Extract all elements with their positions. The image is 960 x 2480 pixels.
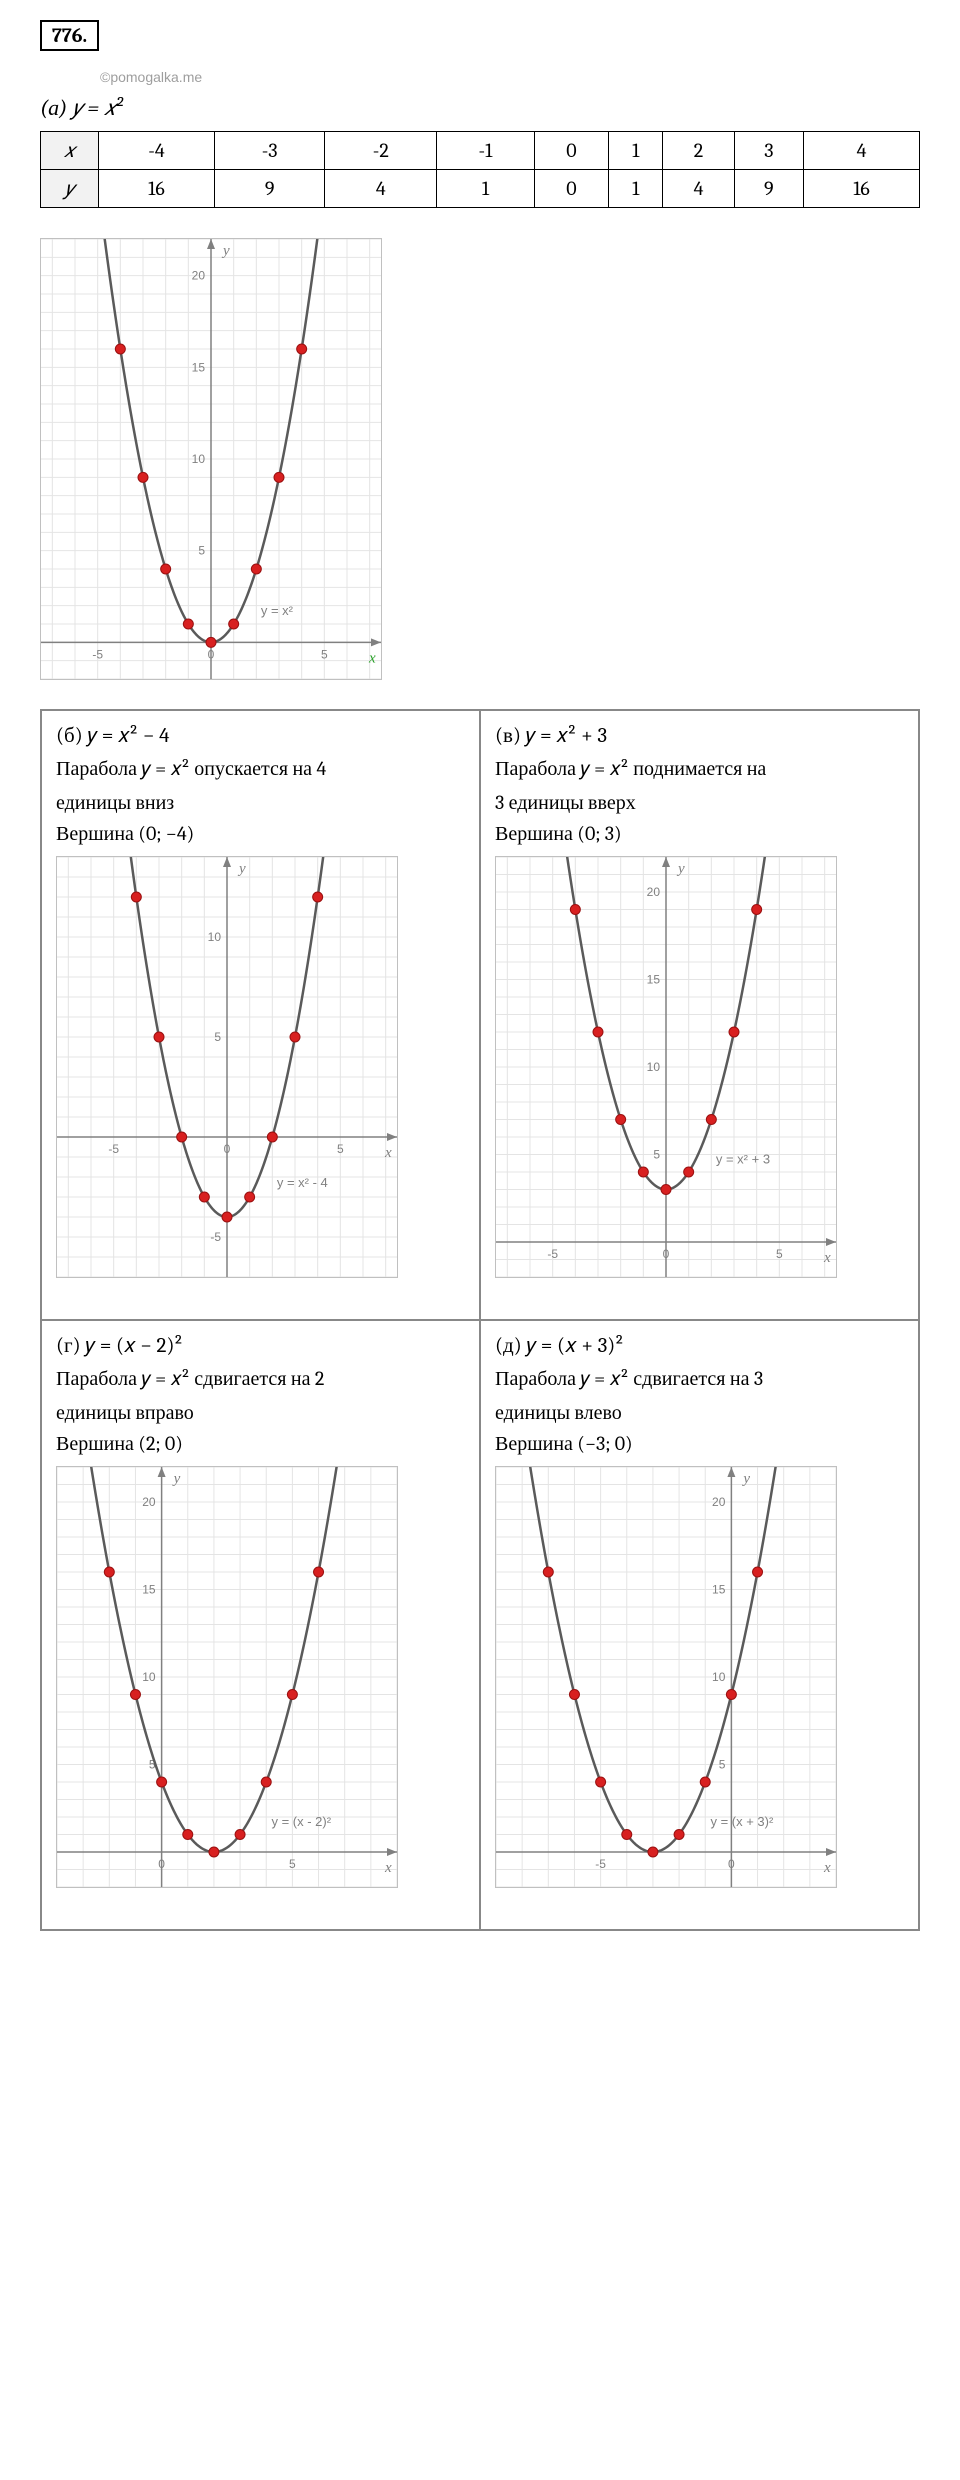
table-cell: 16	[99, 170, 215, 208]
value-table: 𝑥 -4 -3 -2 -1 0 1 2 3 4 𝑦 16 9 4 1 0 1 4…	[40, 131, 920, 208]
svg-text:15: 15	[712, 1583, 726, 1597]
table-cell: 9	[734, 170, 803, 208]
svg-text:x: x	[823, 1860, 831, 1876]
section-g-vertex: Вершина (2; 0)	[56, 1432, 465, 1456]
chart-b: -5 0 5 -5 5 10 y x y = x² - 4	[56, 856, 398, 1278]
svg-text:15: 15	[647, 973, 661, 987]
svg-text:y = x² + 3: y = x² + 3	[716, 1151, 770, 1166]
table-cell: 16	[804, 170, 920, 208]
svg-text:-5: -5	[547, 1247, 558, 1261]
table-cell: 4	[663, 170, 734, 208]
section-b-label: (б) 𝑦 = 𝑥² − 4	[56, 723, 465, 748]
section-a-equation: (а) 𝑦 = 𝑥²	[40, 95, 920, 121]
section-b-text2: единицы вниз	[56, 788, 465, 818]
table-cell: -4	[99, 132, 215, 170]
section-v-label: (в) 𝑦 = 𝑥² + 3	[495, 723, 904, 748]
svg-text:y: y	[221, 243, 230, 259]
svg-text:-5: -5	[108, 1142, 119, 1156]
svg-text:-5: -5	[92, 647, 103, 661]
section-d: (д) 𝑦 = (𝑥 + 3)² Парабола 𝑦 = 𝑥² сдвигае…	[480, 1320, 919, 1930]
chart-g: 055101520yxy = (x - 2)²	[56, 1466, 398, 1888]
section-b-vertex: Вершина (0; −4)	[56, 822, 465, 846]
section-v: (в) 𝑦 = 𝑥² + 3 Парабола 𝑦 = 𝑥² поднимает…	[480, 710, 919, 1320]
table-cell: 3	[734, 132, 803, 170]
svg-text:15: 15	[142, 1583, 156, 1597]
section-d-text1: Парабола 𝑦 = 𝑥² сдвигается на 3	[495, 1364, 904, 1394]
section-g-label: (г) 𝑦 = (𝑥 − 2)²	[56, 1333, 465, 1358]
svg-text:y: y	[172, 1471, 181, 1487]
svg-text:0: 0	[224, 1142, 231, 1156]
svg-text:20: 20	[712, 1495, 726, 1509]
chart-d: -5 0 5 10 15 20 y x y = (x + 3)²	[495, 1466, 837, 1888]
svg-text:15: 15	[192, 360, 206, 374]
row-header-x: 𝑥	[41, 132, 99, 170]
section-g-text1: Парабола 𝑦 = 𝑥² сдвигается на 2	[56, 1364, 465, 1394]
table-cell: 1	[437, 170, 534, 208]
svg-text:x: x	[384, 1145, 392, 1161]
svg-text:y: y	[741, 1471, 750, 1487]
svg-text:20: 20	[142, 1495, 156, 1509]
table-cell: 4	[804, 132, 920, 170]
table-cell: 1	[609, 132, 663, 170]
section-v-text1: Парабола 𝑦 = 𝑥² поднимается на	[495, 754, 904, 784]
section-b: (б) 𝑦 = 𝑥² − 4 Парабола 𝑦 = 𝑥² опускаетс…	[41, 710, 480, 1320]
svg-text:20: 20	[192, 269, 206, 283]
svg-text:20: 20	[647, 885, 661, 899]
svg-text:0: 0	[728, 1857, 735, 1871]
table-cell: 0	[534, 170, 609, 208]
svg-text:y: y	[676, 861, 685, 877]
svg-text:10: 10	[192, 452, 206, 466]
chart-v: -5 0 5 5 10 15 20 y x y = x² + 3	[495, 856, 837, 1278]
section-d-vertex: Вершина (−3; 0)	[495, 1432, 904, 1456]
svg-text:10: 10	[142, 1670, 156, 1684]
svg-text:5: 5	[653, 1148, 660, 1162]
svg-text:y: y	[237, 861, 246, 877]
svg-text:5: 5	[214, 1030, 221, 1044]
chart-a: -5 0 5 5 10 15 20 y x y = x²	[40, 238, 382, 680]
section-v-text2: 3 единицы вверх	[495, 788, 904, 818]
svg-text:y = (x + 3)²: y = (x + 3)²	[710, 1814, 774, 1829]
svg-text:x: x	[368, 650, 376, 666]
svg-text:5: 5	[776, 1247, 783, 1261]
row-header-y: 𝑦	[41, 170, 99, 208]
sections-grid: (б) 𝑦 = 𝑥² − 4 Парабола 𝑦 = 𝑥² опускаетс…	[40, 709, 920, 1931]
table-cell: 1	[609, 170, 663, 208]
table-cell: 0	[534, 132, 609, 170]
svg-text:-5: -5	[210, 1230, 221, 1244]
svg-text:0: 0	[208, 647, 215, 661]
svg-text:10: 10	[647, 1060, 661, 1074]
table-cell: -3	[214, 132, 324, 170]
table-row-x: 𝑥 -4 -3 -2 -1 0 1 2 3 4	[41, 132, 920, 170]
section-v-vertex: Вершина (0; 3)	[495, 822, 904, 846]
table-cell: -2	[325, 132, 437, 170]
svg-text:-5: -5	[595, 1857, 606, 1871]
section-g-text2: единицы вправо	[56, 1398, 465, 1428]
svg-text:x: x	[823, 1250, 831, 1266]
svg-text:5: 5	[289, 1857, 296, 1871]
svg-text:10: 10	[712, 1670, 726, 1684]
watermark: ©pomogalka.me	[100, 69, 920, 85]
svg-text:0: 0	[663, 1247, 670, 1261]
table-cell: 4	[325, 170, 437, 208]
table-cell: 2	[663, 132, 734, 170]
problem-number: 776.	[40, 20, 99, 51]
svg-text:y = x² - 4: y = x² - 4	[277, 1175, 328, 1190]
section-d-text2: единицы влево	[495, 1398, 904, 1428]
svg-text:y = (x - 2)²: y = (x - 2)²	[271, 1814, 331, 1829]
section-b-text1: Парабола 𝑦 = 𝑥² опускается на 4	[56, 754, 465, 784]
svg-text:x: x	[384, 1860, 392, 1876]
svg-text:5: 5	[337, 1142, 344, 1156]
svg-text:5: 5	[719, 1758, 726, 1772]
svg-text:5: 5	[321, 647, 328, 661]
svg-text:0: 0	[158, 1857, 165, 1871]
table-cell: 9	[214, 170, 324, 208]
section-d-label: (д) 𝑦 = (𝑥 + 3)²	[495, 1333, 904, 1358]
svg-text:5: 5	[198, 544, 205, 558]
svg-text:10: 10	[208, 930, 222, 944]
svg-text:y = x²: y = x²	[261, 603, 294, 618]
section-g: (г) 𝑦 = (𝑥 − 2)² Парабола 𝑦 = 𝑥² сдвигае…	[41, 1320, 480, 1930]
table-cell: -1	[437, 132, 534, 170]
table-row-y: 𝑦 16 9 4 1 0 1 4 9 16	[41, 170, 920, 208]
